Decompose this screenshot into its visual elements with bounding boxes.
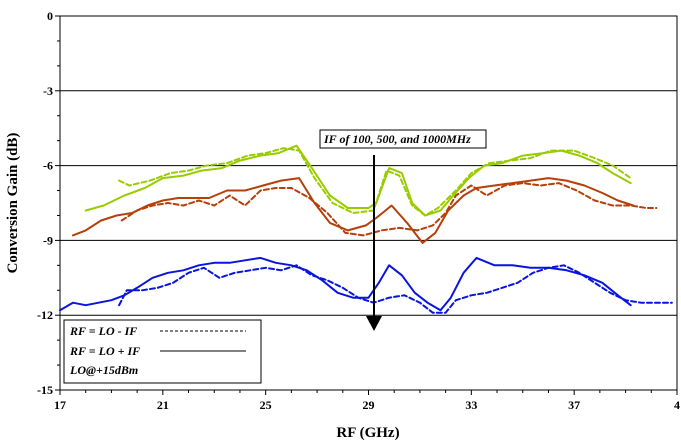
x-tick-label: 4 xyxy=(674,398,680,412)
legend-label-lo: LO@+15dBm xyxy=(69,363,138,377)
x-tick-label: 25 xyxy=(260,398,272,412)
annotation-box xyxy=(319,129,487,149)
x-tick-label: 37 xyxy=(568,398,580,412)
annotation-text: IF of 100, 500, and 1000MHz xyxy=(323,132,471,146)
x-tick-label: 17 xyxy=(54,398,66,412)
y-tick-label: -3 xyxy=(43,84,53,98)
y-tick-label: -15 xyxy=(37,383,53,397)
y-tick-label: -9 xyxy=(43,233,53,247)
series-line-brown-dashed xyxy=(120,182,658,237)
x-axis-title: RF (GHz) xyxy=(336,425,399,441)
series-line-green-dashed xyxy=(118,147,632,217)
series-layer xyxy=(59,144,673,314)
y-axis-title: Conversion Gain (dB) xyxy=(5,133,21,274)
x-tick-label: 21 xyxy=(157,398,169,412)
y-tick-label: 0 xyxy=(47,9,53,23)
legend-label-solid: RF = LO + IF xyxy=(69,344,140,358)
x-tick-label: 29 xyxy=(363,398,375,412)
grid-lines xyxy=(60,90,677,316)
series-line-brown-solid xyxy=(71,177,635,244)
x-tick-label: 33 xyxy=(465,398,477,412)
y-tick-label: -12 xyxy=(37,308,53,322)
series-line-blue-solid xyxy=(59,256,632,312)
y-tick-label: -6 xyxy=(43,159,53,173)
legend-label-dashed: RF = LO - IF xyxy=(69,324,137,338)
series-line-blue-dashed xyxy=(118,264,673,314)
series-line-green-solid xyxy=(84,144,632,217)
annotation-arrow-head xyxy=(366,316,382,331)
